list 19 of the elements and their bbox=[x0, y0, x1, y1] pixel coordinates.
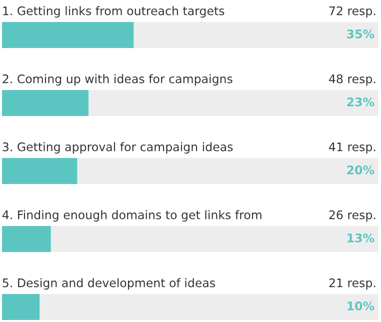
data-label: 23% bbox=[347, 97, 374, 106]
bar bbox=[2, 226, 51, 252]
annotation: 48 resp. bbox=[329, 74, 376, 86]
data-label: 20% bbox=[347, 165, 374, 174]
bar bbox=[2, 294, 40, 320]
y-tick-label: 5. Design and development of ideas bbox=[2, 278, 216, 290]
y-tick-label: 1. Getting links from outreach targets bbox=[3, 6, 224, 18]
annotation: 21 resp. bbox=[329, 278, 376, 290]
data-label: 10% bbox=[348, 301, 374, 310]
annotation: 41 resp. bbox=[329, 142, 376, 154]
data-label: 13% bbox=[348, 233, 374, 242]
bar bbox=[2, 158, 78, 184]
data-label: 35% bbox=[347, 29, 374, 38]
bar bbox=[2, 90, 88, 116]
y-tick-label: 2. Coming up with ideas for campaigns bbox=[2, 74, 232, 86]
annotation: 26 resp. bbox=[329, 210, 376, 222]
y-tick-label: 3. Getting approval for campaign ideas bbox=[2, 142, 233, 154]
y-tick-label: 4. Finding enough domains to get links from bbox=[2, 210, 262, 222]
annotation: 72 resp. bbox=[329, 6, 376, 18]
